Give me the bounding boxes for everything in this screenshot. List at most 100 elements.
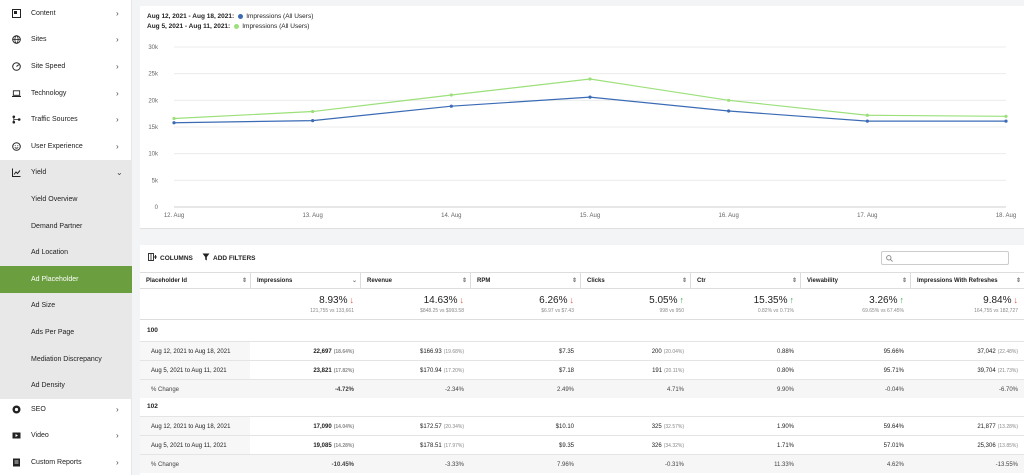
traffic-icon bbox=[12, 115, 21, 124]
cell-value: 95.66% bbox=[883, 348, 904, 355]
data-point bbox=[1004, 114, 1008, 118]
sort-icon: ⇕ bbox=[241, 278, 247, 284]
cell-value: 57.01% bbox=[883, 442, 904, 449]
cell-share: (14.28%) bbox=[333, 442, 354, 449]
cell: $178.51 (17.97%) bbox=[360, 436, 470, 455]
header-label: Ctr bbox=[697, 277, 706, 284]
arrow-down-icon: ↓ bbox=[459, 295, 465, 305]
sub-item-ad-placeholder[interactable]: Ad Placeholder bbox=[0, 266, 132, 293]
header-revenue[interactable]: Revenue ⇕ bbox=[360, 272, 470, 289]
sub-item-yield-overview[interactable]: Yield Overview bbox=[0, 186, 132, 213]
summary-empty bbox=[140, 290, 250, 320]
header-label: Clicks bbox=[587, 277, 605, 284]
header-label: Impressions With Refreshes bbox=[917, 277, 998, 284]
header-label: RPM bbox=[477, 277, 491, 284]
laptop-icon bbox=[12, 89, 21, 98]
sub-item-ad-size[interactable]: Ad Size bbox=[0, 292, 132, 320]
y-tick-label: 30k bbox=[148, 45, 159, 51]
nav-label: User Experience bbox=[31, 142, 83, 150]
y-tick-label: 5k bbox=[152, 178, 159, 184]
chevron-right-icon: › bbox=[116, 8, 119, 18]
arrow-up-icon: ↑ bbox=[789, 295, 795, 305]
arrow-down-icon: ↓ bbox=[569, 295, 575, 305]
header-clicks[interactable]: Clicks ⇕ bbox=[580, 272, 690, 289]
header-placeholder-id[interactable]: Placeholder Id ⇕ bbox=[140, 272, 250, 289]
cell-value: 326 bbox=[651, 442, 662, 449]
row-label: % Change bbox=[151, 386, 180, 393]
nav-label: Site Speed bbox=[31, 62, 66, 70]
cell-value: 39,704 bbox=[977, 367, 996, 374]
sub-item-mediation-discrepancy[interactable]: Mediation Discrepancy bbox=[0, 345, 132, 373]
arrow-up-icon: ↑ bbox=[679, 295, 685, 305]
cell: 1.90% bbox=[690, 417, 800, 436]
nav-item-traffic-sources[interactable]: Traffic Sources › bbox=[0, 106, 132, 133]
seo-icon bbox=[12, 405, 21, 414]
cell-value: 191 bbox=[652, 367, 663, 374]
nav-item-technology[interactable]: Technology › bbox=[0, 80, 132, 107]
columns-button[interactable]: COLUMNS bbox=[148, 253, 193, 263]
table-row[interactable]: Aug 5, 2021 to Aug 11, 2021 19,085 (14.28… bbox=[140, 435, 1024, 455]
chevron-down-icon: ⌄ bbox=[116, 168, 123, 178]
nav-item-yield[interactable]: Yield ⌄ bbox=[0, 159, 132, 187]
nav-item-content[interactable]: Content › bbox=[0, 0, 132, 27]
summary-sub: 121,755 vs 133,661 bbox=[310, 308, 354, 314]
header-rpm[interactable]: RPM ⇕ bbox=[470, 272, 580, 289]
search-box[interactable] bbox=[881, 251, 1009, 265]
cell: 95.66% bbox=[800, 342, 910, 361]
data-point bbox=[172, 116, 176, 121]
cell: 23,821 (17.82%) bbox=[250, 361, 360, 380]
globe-icon bbox=[12, 35, 21, 45]
cell: 59.64% bbox=[800, 417, 910, 436]
nav-item-user-experience[interactable]: User Experience › bbox=[0, 133, 132, 160]
table-row[interactable]: Aug 12, 2021 to Aug 18, 2021 17,090 (14.0… bbox=[140, 416, 1024, 436]
table-row-change[interactable]: % Change -10.45% -3.33% 7.96% -0.31% 11.… bbox=[140, 454, 1024, 473]
header-impressions[interactable]: Impressions ⌄ bbox=[250, 272, 360, 289]
sub-item-ad-location[interactable]: Ad Location bbox=[0, 239, 132, 266]
data-point bbox=[588, 77, 592, 81]
data-point bbox=[865, 113, 869, 117]
cell-value: 17,090 bbox=[313, 423, 332, 430]
table-row[interactable]: Aug 12, 2021 to Aug 18, 2021 22,697 (18.6… bbox=[140, 341, 1024, 361]
legend-range: Aug 5, 2021 - Aug 11, 2021: bbox=[147, 23, 231, 30]
legend-item-previous[interactable]: Aug 5, 2021 - Aug 11, 2021: Impressions … bbox=[147, 23, 309, 30]
sub-item-ads-per-page[interactable]: Ads Per Page bbox=[0, 319, 132, 346]
nav-item-sites[interactable]: Sites › bbox=[0, 27, 132, 54]
cell-share: (17.82%) bbox=[333, 367, 354, 374]
y-tick-label: 10k bbox=[148, 152, 159, 158]
add-filters-button[interactable]: ADD FILTERS bbox=[202, 253, 256, 263]
summary-pct: 14.63% bbox=[423, 295, 458, 306]
header-viewability[interactable]: Viewability ⇕ bbox=[800, 272, 910, 289]
nav-item-seo[interactable]: SEO › bbox=[0, 396, 132, 423]
cell-value: 9.90% bbox=[776, 386, 794, 393]
series-line-1 bbox=[173, 78, 1007, 120]
header-label: Placeholder Id bbox=[146, 277, 188, 284]
legend-item-current[interactable]: Aug 12, 2021 - Aug 18, 2021: Impressions… bbox=[147, 13, 313, 20]
smiley-icon bbox=[12, 141, 21, 151]
group-label: 102 bbox=[147, 403, 158, 410]
header-impressions-with-refreshes[interactable]: Impressions With Refreshes ⇕ bbox=[910, 272, 1024, 289]
table-row[interactable]: Aug 5, 2021 to Aug 11, 2021 23,821 (17.82… bbox=[140, 360, 1024, 380]
row-label: Aug 12, 2021 to Aug 18, 2021 bbox=[140, 342, 250, 361]
search-input[interactable] bbox=[896, 253, 1006, 264]
cell-value: 0.80% bbox=[776, 367, 794, 374]
nav-item-site-speed[interactable]: Site Speed › bbox=[0, 53, 132, 80]
cell-value: 1.90% bbox=[776, 423, 794, 430]
sub-item-demand-partner[interactable]: Demand Partner bbox=[0, 212, 132, 240]
nav-item-custom-reports[interactable]: Custom Reports › bbox=[0, 449, 132, 475]
arrow-down-icon: ↓ bbox=[349, 295, 355, 305]
header-ctr[interactable]: Ctr ⇕ bbox=[690, 272, 800, 289]
table-row-change[interactable]: % Change -4.72% -2.34% 2.49% 4.71% 9.90%… bbox=[140, 379, 1024, 398]
nav-item-video[interactable]: Video › bbox=[0, 423, 132, 450]
sort-icon: ⇕ bbox=[791, 278, 797, 284]
header-label: Viewability bbox=[807, 277, 838, 284]
sub-item-ad-density[interactable]: Ad Density bbox=[0, 372, 132, 399]
x-tick-label: 12. Aug bbox=[164, 213, 184, 219]
cell-value: $172.57 bbox=[420, 423, 442, 430]
cell-value: $7.35 bbox=[558, 348, 574, 355]
arrow-up-icon: ↑ bbox=[899, 295, 905, 305]
cell: $170.94 (17.20%) bbox=[360, 361, 470, 380]
cell-value: 4.71% bbox=[666, 386, 684, 393]
cell-share: (19.68%) bbox=[443, 348, 464, 355]
legend-name: Impressions (All Users) bbox=[242, 23, 310, 30]
sort-icon: ⇕ bbox=[681, 278, 687, 284]
